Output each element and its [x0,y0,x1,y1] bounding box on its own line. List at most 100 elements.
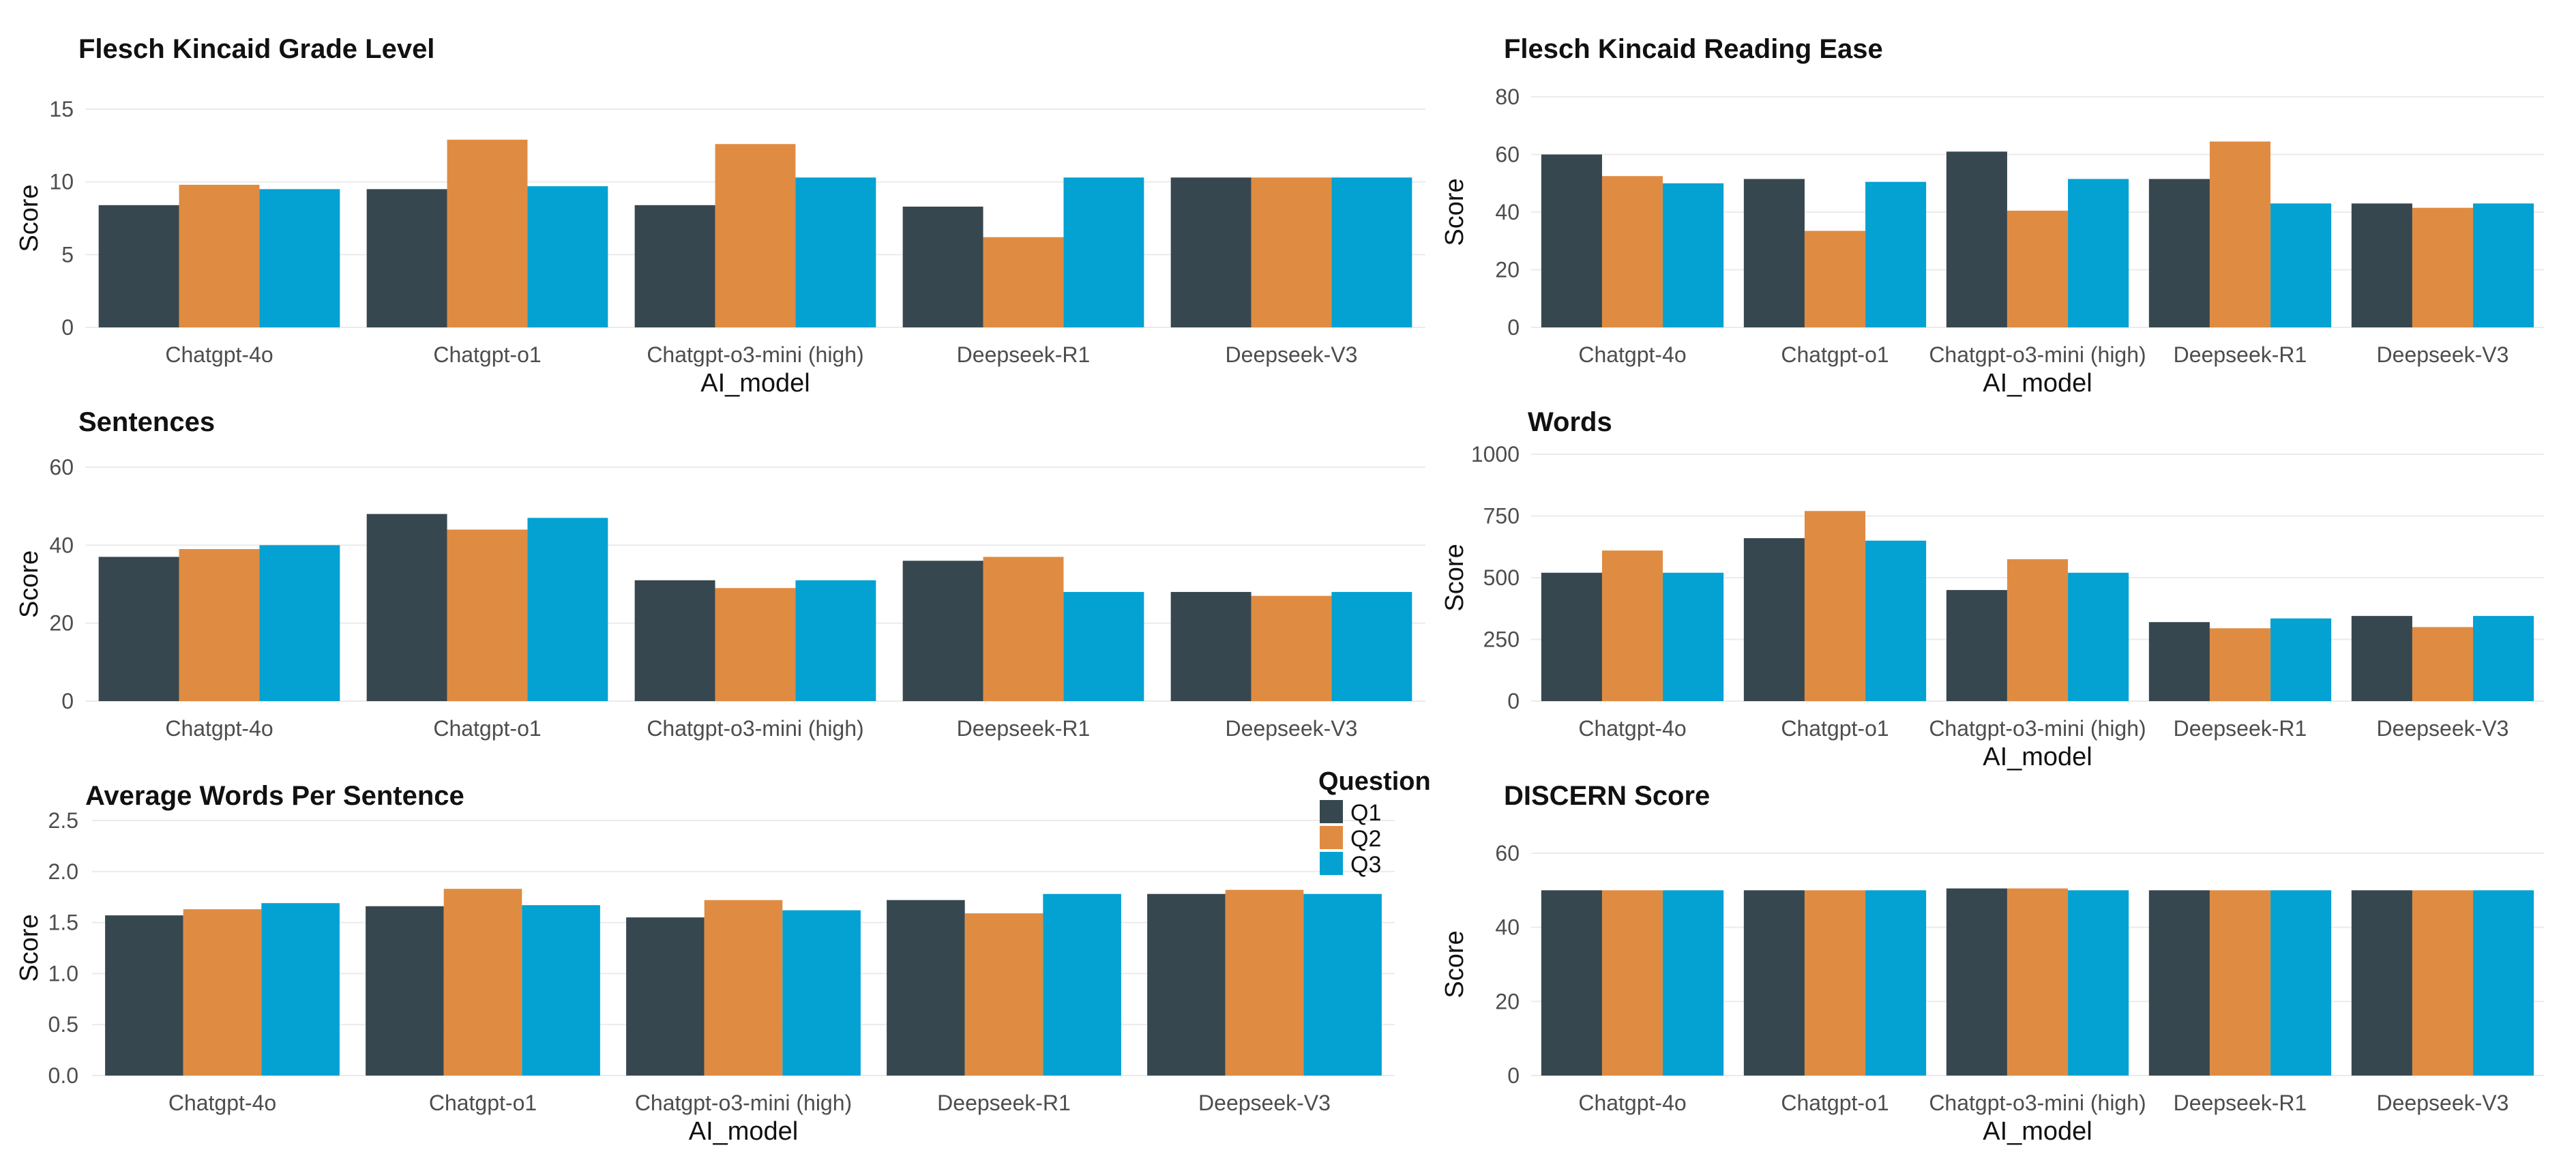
bar-q1-chatgpt-o1 [1743,890,1805,1076]
bar-q1-chatgpt-o1 [366,189,447,327]
bar-q3-deepseek-r1 [1043,893,1121,1076]
bar-q3-chatgpt-o3-mini-high [795,580,876,701]
legend: Question Q1 Q2 Q3 [1318,767,1431,878]
legend-label-q1: Q1 [1350,800,1381,826]
y-tick-label: 80 [1495,85,1520,109]
y-tick-label: 750 [1483,504,1520,529]
x-tick-label: Deepseek-V3 [2377,1091,2509,1115]
x-tick-label: Chatgpt-4o [165,716,273,741]
bar-q1-chatgpt-o3-mini-high [1946,151,2007,327]
x-tick-label: Chatgpt-o3-mini (high) [647,342,863,367]
bar-q2-deepseek-v3 [2412,890,2474,1076]
x-tick-label: Deepseek-R1 [2174,716,2307,741]
bar-q3-chatgpt-4o [259,545,340,701]
bar-q1-chatgpt-o1 [366,514,447,701]
bar-q1-chatgpt-o3-mini-high [626,917,705,1076]
bar-q1-deepseek-r1 [2148,622,2210,701]
chart-title: Average Words Per Sentence [85,781,464,811]
x-tick-label: Chatgpt-o3-mini (high) [647,716,863,741]
bar-q3-chatgpt-4o [1663,890,1724,1076]
bar-q2-chatgpt-o3-mini-high [715,588,796,701]
bar-q1-deepseek-v3 [1147,893,1226,1076]
y-tick-label: 20 [1495,989,1520,1013]
bar-q2-deepseek-r1 [2209,628,2271,701]
y-axis-title: Score [15,550,44,618]
bar-q2-chatgpt-o1 [447,529,528,701]
bar-q2-chatgpt-o1 [447,139,528,328]
bar-q1-chatgpt-o1 [1743,538,1805,701]
bar-q3-deepseek-r1 [2270,203,2332,327]
bar-q3-chatgpt-o3-mini-high [2068,890,2129,1076]
y-tick-label: 0 [1507,315,1520,340]
x-tick-label: Chatgpt-o1 [433,716,541,741]
y-tick-label: 5 [61,242,74,267]
x-tick-label: Deepseek-V3 [2377,716,2509,741]
bar-q2-chatgpt-4o [1601,176,1663,327]
bar-q3-deepseek-v3 [2473,203,2534,327]
bar-q2-chatgpt-o1 [1804,890,1866,1076]
bar-q2-chatgpt-o3-mini-high [715,144,796,327]
bar-q2-chatgpt-o1 [443,889,522,1076]
y-tick-label: 0.5 [48,1012,78,1037]
chart-title: Flesch Kincaid Reading Ease [1504,34,1883,64]
bar-q1-chatgpt-4o [1541,890,1602,1076]
chart-panel-flesch-kincaid-reading-ease: 0 20 40 60 80 Chatgpt-4o Chatgpt-o1 Chatgpt-o3-… [1440,34,2544,398]
legend-swatch-q2 [1320,826,1343,849]
bar-q2-deepseek-r1 [2209,890,2271,1076]
bar-q1-chatgpt-o3-mini-high [1946,888,2007,1076]
y-tick-label: 0 [1507,1063,1520,1088]
y-tick-label: 1000 [1471,442,1520,467]
bar-q1-chatgpt-o1 [1743,179,1805,327]
bar-q2-deepseek-r1 [964,913,1043,1076]
y-tick-label: 2.5 [48,808,78,833]
x-tick-label: Chatgpt-4o [165,342,273,367]
chart-panel-words: 0 250 500 750 1000 Chatgpt-4o Chatgpt-o1 Chatgp… [1440,407,2544,771]
bar-q1-chatgpt-4o [1541,572,1602,701]
x-tick-label: Chatgpt-o1 [429,1091,537,1115]
bar-q1-deepseek-v3 [2351,616,2412,701]
y-tick-label: 15 [49,97,74,121]
chart-panel-average-words-per-sentence: 0.0 0.5 1.0 1.5 2.0 2.5 Chatgpt-4o Chatgpt-o1 Ch… [15,781,1395,1146]
bar-q3-chatgpt-4o [1663,183,1724,327]
x-axis-title: AI_model [1983,743,2092,771]
bar-q3-chatgpt-o1 [527,518,608,701]
bar-q3-chatgpt-o1 [1865,540,1927,701]
bar-q3-deepseek-r1 [1063,591,1144,701]
bar-q1-deepseek-v3 [2351,203,2412,327]
x-tick-label: Deepseek-R1 [2174,342,2307,367]
y-axis-title: Score [1440,930,1469,998]
x-tick-label: Chatgpt-4o [1578,342,1686,367]
bar-q3-chatgpt-o3-mini-high [2068,572,2129,701]
bar-q1-deepseek-r1 [902,561,983,701]
y-axis-title: Score [15,914,44,981]
bar-q1-deepseek-v3 [1170,177,1252,327]
chart-title: Flesch Kincaid Grade Level [78,34,434,64]
bar-q2-chatgpt-o1 [1804,511,1866,701]
bar-q2-deepseek-r1 [983,557,1064,701]
y-axis-title: Score [1440,178,1469,246]
x-axis-title: AI_model [1983,1117,2092,1146]
bar-q3-chatgpt-o1 [1865,181,1927,327]
bar-q1-chatgpt-4o [105,915,183,1076]
x-axis-title: AI_model [689,1117,799,1146]
x-tick-label: Chatgpt-o3-mini (high) [1929,342,2146,367]
x-tick-label: Deepseek-R1 [2174,1091,2307,1115]
y-tick-label: 20 [1495,258,1520,282]
bar-q1-chatgpt-4o [98,205,179,327]
bar-q3-deepseek-r1 [2270,618,2332,701]
x-tick-label: Deepseek-V3 [1226,716,1358,741]
bar-q1-chatgpt-4o [98,557,179,701]
bar-q1-chatgpt-o3-mini-high [634,580,715,701]
bar-q1-deepseek-r1 [2148,890,2210,1076]
y-tick-label: 2.0 [48,859,78,884]
bar-q1-chatgpt-o1 [366,906,444,1076]
x-axis-title: AI_model [700,369,810,398]
x-tick-label: Deepseek-V3 [1198,1091,1331,1115]
bar-q1-chatgpt-o3-mini-high [1946,590,2007,701]
bar-q2-chatgpt-4o [183,909,262,1076]
bar-q3-chatgpt-o3-mini-high [2068,179,2129,327]
legend-swatch-q3 [1320,852,1343,875]
bar-q2-deepseek-v3 [1225,889,1304,1076]
bar-q1-deepseek-v3 [1170,591,1252,701]
